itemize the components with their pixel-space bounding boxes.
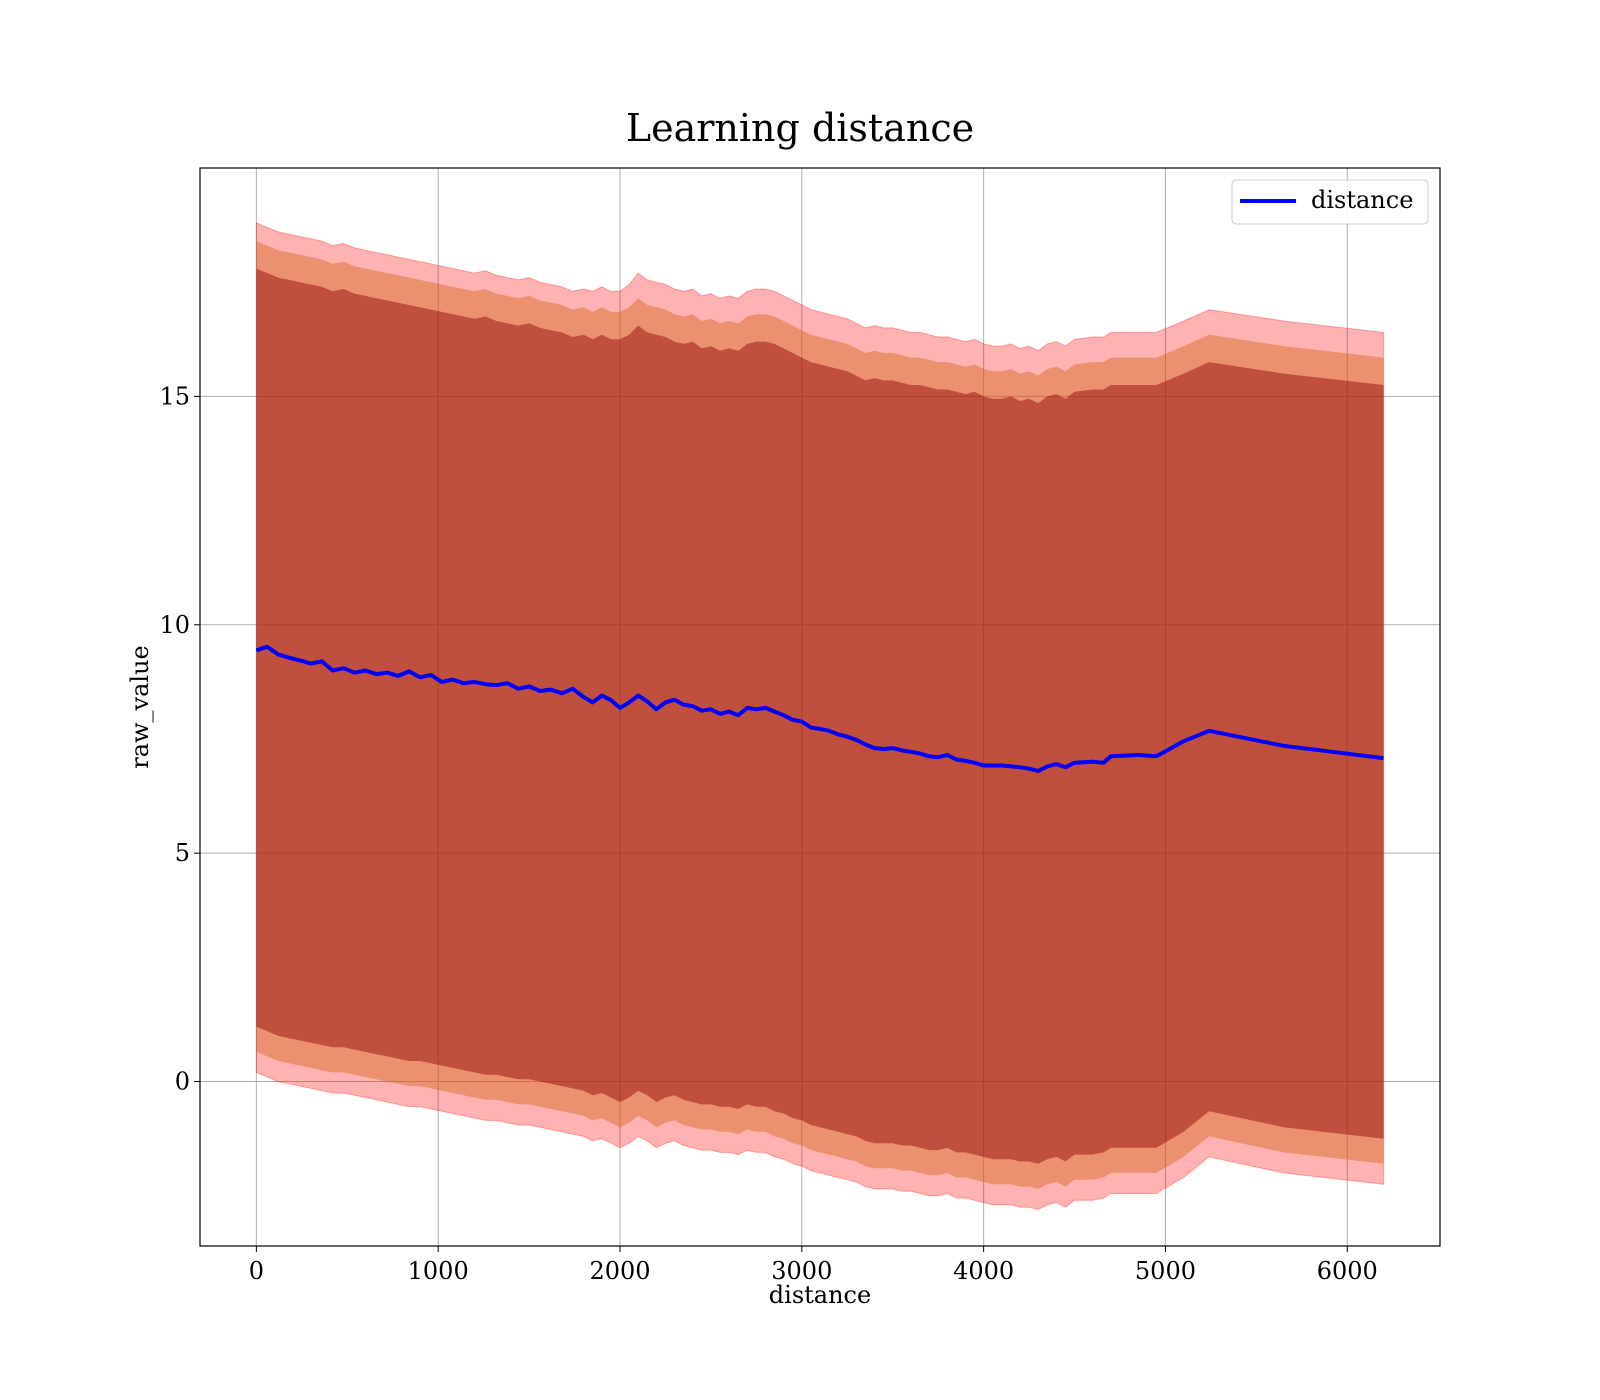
y-tick-label: 0	[175, 1068, 190, 1096]
x-axis-label: distance	[769, 1281, 871, 1309]
y-tick-label: 5	[175, 839, 190, 867]
legend-label-distance: distance	[1311, 186, 1413, 214]
series-line-distance	[255, 644, 1384, 773]
grid	[200, 168, 1440, 1246]
y-axis-label: raw_value	[126, 645, 154, 769]
plot-frame	[199, 167, 1441, 1247]
middle-band	[256, 241, 1384, 1189]
y-tick-label: 15	[159, 382, 190, 410]
x-tick-label: 0	[249, 1257, 264, 1285]
legend-box	[1231, 179, 1429, 225]
axis-ticks: 0 1000 2000 3000 4000 5000 6000 0 5 10 15	[159, 382, 1377, 1285]
legend: distance	[1231, 179, 1429, 225]
inner-band	[256, 268, 1384, 1164]
x-tick-label: 2000	[589, 1257, 650, 1285]
x-tick-label: 1000	[408, 1257, 469, 1285]
x-tick-label: 6000	[1317, 1257, 1378, 1285]
x-tick-label: 4000	[953, 1257, 1014, 1285]
series-lines	[255, 644, 1384, 773]
y-tick-label: 10	[159, 611, 190, 639]
chart-title: Learning distance	[626, 106, 974, 150]
x-tick-label: 3000	[771, 1257, 832, 1285]
confidence-bands	[255, 222, 1385, 1211]
outer-band	[255, 222, 1385, 1211]
x-tick-label: 5000	[1135, 1257, 1196, 1285]
